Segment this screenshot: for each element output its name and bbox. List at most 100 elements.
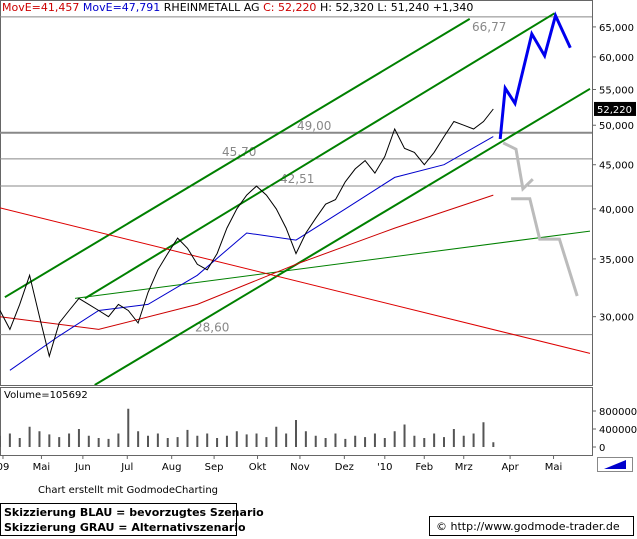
volume-bar: [492, 442, 495, 447]
ma2: MovE=47,791: [83, 1, 160, 14]
level-label: 42,51: [280, 172, 314, 186]
legend-blue: Skizzierung BLAU = bevorzugtes Szenario: [4, 506, 264, 519]
icon-triangle: [604, 460, 626, 469]
y-tick-label: 55,000: [599, 86, 634, 97]
last-price-label: 52,220: [597, 105, 632, 116]
x-tick-label: Jul: [120, 462, 133, 473]
volume-bar: [304, 431, 307, 447]
volume-bar: [383, 438, 386, 447]
volume-bar: [443, 437, 445, 447]
volume-bar: [334, 433, 337, 447]
volume-bar: [156, 433, 159, 447]
last-price-box: [594, 101, 636, 116]
volume-bar: [403, 424, 406, 447]
volume-bar: [275, 426, 278, 447]
series-line: [0, 108, 494, 359]
credit: Chart erstellt mit GodmodeCharting: [38, 485, 218, 496]
volume-label: Volume=105692: [4, 390, 88, 401]
volume-bar: [423, 438, 426, 447]
x-tick-label: Mai: [545, 462, 563, 473]
volume-bar: [97, 438, 100, 447]
volume-bar: [58, 437, 61, 447]
y-tick-label: 60,000: [599, 53, 634, 64]
volume-frame: [0, 387, 593, 456]
y-tick-label: 40,000: [599, 205, 634, 216]
y-tick-label: 35,000: [599, 255, 634, 266]
series-line: [0, 194, 494, 330]
volume-bar: [285, 433, 288, 447]
volume-bar: [117, 433, 120, 447]
series-line: [0, 207, 591, 354]
y-tick-label: 30,000: [599, 313, 634, 324]
series-line: [74, 230, 591, 299]
volume-tick-label: 400000: [599, 425, 637, 436]
volume-bar: [393, 431, 396, 447]
y-tick-label: 45,000: [599, 161, 634, 172]
volume-bar: [472, 433, 475, 447]
volume-bar: [245, 434, 248, 447]
x-tick-label: Mai: [33, 462, 51, 473]
x-tick-label: 09: [0, 462, 9, 473]
volume-bar: [206, 433, 209, 447]
series-line: [498, 11, 572, 140]
url-box: [429, 516, 634, 536]
volume-bar: [77, 429, 80, 447]
hl: H: 52,320 L: 51,240 +1,340: [320, 1, 473, 14]
volume-bar: [314, 435, 317, 447]
volume-bar: [235, 431, 238, 447]
x-tick-label: Feb: [415, 462, 433, 473]
volume-bar: [48, 434, 51, 447]
volume-bar: [38, 431, 41, 447]
volume-bar: [28, 426, 31, 447]
price-frame: [0, 0, 593, 386]
volume-bar: [255, 433, 258, 447]
level-label: 49,00: [297, 119, 331, 133]
x-tick-label: Nov: [290, 462, 310, 473]
volume-tick-label: 800000: [599, 407, 637, 418]
x-tick-label: Okt: [249, 462, 267, 473]
volume-bar: [147, 435, 149, 447]
volume-bar: [295, 420, 297, 447]
series-line: [9, 136, 494, 371]
volume-bar: [87, 435, 90, 447]
close: C: 52,220: [263, 1, 316, 14]
volume-bar: [196, 435, 199, 447]
volume-tick-label: 0: [599, 443, 605, 454]
volume-bar: [433, 433, 436, 447]
series-line: [84, 12, 556, 300]
volume-bar: [344, 438, 347, 447]
volume-bar: [373, 433, 376, 447]
volume-bar: [462, 435, 465, 447]
volume-bar: [0, 435, 1, 447]
y-tick-label: 50,000: [599, 121, 634, 132]
series-line: [94, 87, 591, 385]
volume-bar: [186, 429, 189, 447]
volume-bar: [127, 408, 130, 447]
volume-bar: [68, 433, 71, 447]
legend-box: [0, 503, 237, 536]
volume-bar: [225, 435, 228, 447]
x-tick-label: Jun: [74, 462, 91, 473]
url: © http://www.godmode-trader.de: [436, 520, 620, 533]
level-label: 66,77: [472, 20, 506, 34]
volume-bar: [324, 438, 327, 447]
volume-bar: [216, 438, 219, 447]
legend-grey: Skizzierung GRAU = Alternativszenario: [4, 521, 246, 534]
volume-bar: [482, 422, 485, 447]
volume-bar: [176, 437, 179, 447]
level-label: 28,60: [195, 321, 229, 335]
volume-bar: [137, 431, 140, 447]
x-tick-label: Sep: [205, 462, 224, 473]
level-label: 45,70: [222, 145, 256, 159]
volume-bar: [107, 438, 110, 447]
series-line: [502, 141, 579, 297]
series-line: [4, 18, 471, 299]
x-tick-label: Aug: [162, 462, 182, 473]
x-tick-label: Dez: [335, 462, 354, 473]
volume-bar: [354, 435, 357, 447]
volume-bar: [364, 437, 367, 447]
volume-bar: [18, 438, 21, 447]
ma1: MovE=41,457: [2, 1, 79, 14]
header: MovE=41,457 MovE=47,791 RHEINMETALL AG C…: [2, 1, 473, 14]
